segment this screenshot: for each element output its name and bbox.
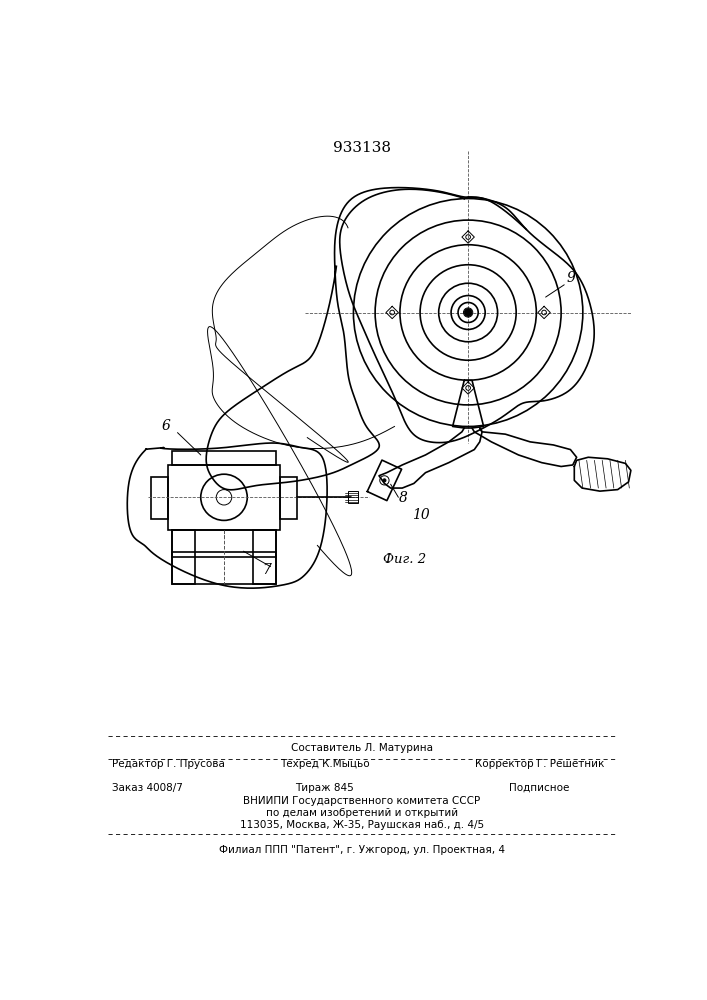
Text: Техред К.Мыцьо: Техред К.Мыцьо <box>280 759 370 769</box>
Text: 8: 8 <box>398 491 407 505</box>
Circle shape <box>464 309 472 316</box>
Text: Заказ 4008/7: Заказ 4008/7 <box>112 783 182 793</box>
Bar <box>168 465 280 530</box>
Text: 933138: 933138 <box>333 141 391 155</box>
Bar <box>253 530 276 584</box>
Text: 7: 7 <box>263 563 271 577</box>
Text: Корректор Г. Решетник: Корректор Г. Решетник <box>474 759 604 769</box>
Text: ВНИИПИ Государственного комитета СССР: ВНИИПИ Государственного комитета СССР <box>243 796 481 806</box>
Circle shape <box>383 479 386 482</box>
Text: 113035, Москва, Ж-35, Раушская наб., д. 4/5: 113035, Москва, Ж-35, Раушская наб., д. … <box>240 820 484 830</box>
Text: 10: 10 <box>411 508 429 522</box>
Bar <box>280 477 297 519</box>
Text: Тираж 845: Тираж 845 <box>296 783 354 793</box>
Bar <box>348 491 358 503</box>
Bar <box>172 530 195 584</box>
Text: Фиг. 2: Фиг. 2 <box>383 553 426 566</box>
Bar <box>172 530 276 584</box>
Text: 6: 6 <box>162 419 171 433</box>
Text: 9: 9 <box>566 271 575 285</box>
Bar <box>151 477 168 519</box>
Text: Подписное: Подписное <box>509 783 570 793</box>
Bar <box>172 451 276 465</box>
Text: Редактор Г. Прусова: Редактор Г. Прусова <box>112 759 225 769</box>
Bar <box>172 552 276 557</box>
Text: Филиал ППП "Патент", г. Ужгород, ул. Проектная, 4: Филиал ППП "Патент", г. Ужгород, ул. Про… <box>219 845 505 855</box>
Text: Составитель Л. Матурина: Составитель Л. Матурина <box>291 743 433 753</box>
Text: по делам изобретений и открытий: по делам изобретений и открытий <box>266 808 458 818</box>
